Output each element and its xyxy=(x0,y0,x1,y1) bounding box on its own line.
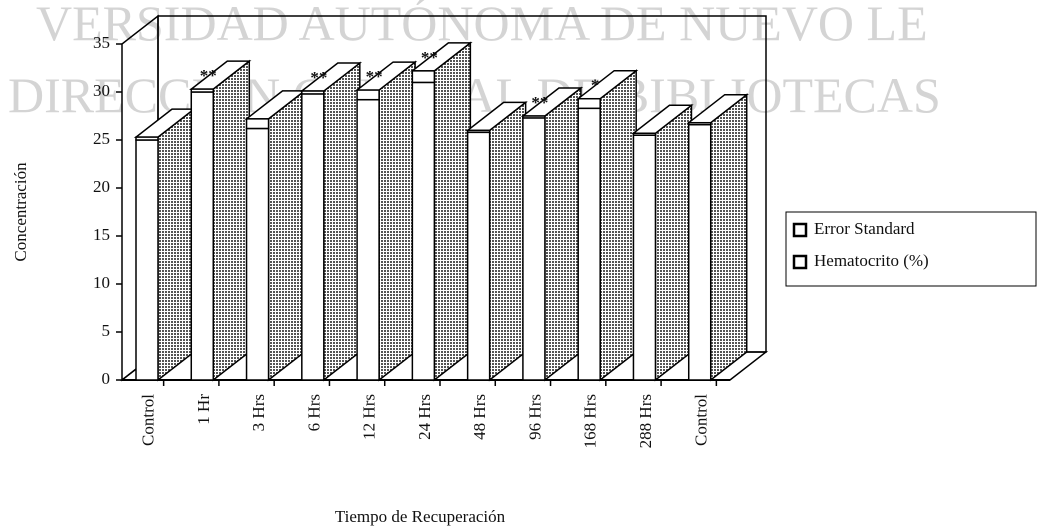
bar-side xyxy=(544,86,582,382)
bar-side xyxy=(212,59,251,382)
x-axis-label: Tiempo de Recuperación xyxy=(335,507,506,526)
bar-segment xyxy=(356,98,380,381)
bar-segment xyxy=(135,136,159,141)
significance-label: ** xyxy=(421,48,438,67)
bar-segment xyxy=(577,107,601,381)
bar-segment xyxy=(190,91,215,381)
x-tick-label: 168 Hrs xyxy=(581,394,600,448)
bar-segment xyxy=(632,134,657,381)
bar-segment xyxy=(687,123,712,381)
legend-box xyxy=(785,211,1037,287)
bar-segment xyxy=(632,132,657,136)
significance-label: ** xyxy=(366,67,383,86)
x-tick-label: 96 Hrs xyxy=(525,394,544,440)
x-tick-label: 24 Hrs xyxy=(415,394,434,440)
y-tick-label: 10 xyxy=(93,273,110,292)
x-tick-label: Control xyxy=(139,394,158,446)
legend-label: Hematocrito (%) xyxy=(814,251,929,270)
bar-segment xyxy=(522,115,546,119)
x-tick-label: Control xyxy=(691,394,710,446)
bar-segment xyxy=(190,88,215,93)
bar-segment xyxy=(411,81,436,381)
bar-side xyxy=(323,61,361,382)
significance-label: ** xyxy=(531,93,548,112)
y-tick-label: 30 xyxy=(93,81,110,100)
y-tick-label: 25 xyxy=(93,129,110,148)
watermark: VERSIDAD AUTÓNOMA DE NUEVO LE xyxy=(36,0,928,51)
x-tick-label: 12 Hrs xyxy=(360,394,379,440)
bar-side xyxy=(709,93,748,382)
bar-segment xyxy=(356,89,380,101)
y-tick-label: 15 xyxy=(93,225,110,244)
bar-side xyxy=(267,89,306,382)
bar-segment xyxy=(577,97,601,110)
bar-segment xyxy=(411,70,436,84)
legend-swatch xyxy=(792,222,808,238)
y-tick-label: 0 xyxy=(102,369,111,388)
legend-label: Error Standard xyxy=(814,219,915,238)
bar-side xyxy=(378,60,416,382)
significance-label: ** xyxy=(200,66,217,85)
bar-side xyxy=(488,100,527,382)
y-tick-label: 5 xyxy=(102,321,111,340)
bar-segment xyxy=(245,118,270,130)
significance-label: * xyxy=(591,76,600,95)
bar-segment xyxy=(135,139,159,381)
bar-side xyxy=(599,69,637,382)
x-tick-label: 48 Hrs xyxy=(470,394,489,440)
y-tick-label: 35 xyxy=(93,33,110,52)
y-axis-label: Concentración xyxy=(11,162,30,262)
x-tick-label: 288 Hrs xyxy=(636,394,655,448)
bar-segment xyxy=(466,131,491,381)
legend-swatch xyxy=(792,254,808,270)
x-tick-label: 3 Hrs xyxy=(249,394,268,431)
watermark: DIRECCIÓN GENERAL DE BIBLIOTECAS xyxy=(8,67,941,123)
bar-side xyxy=(157,107,195,382)
bar-segment xyxy=(301,90,325,95)
x-tick-label: 6 Hrs xyxy=(304,394,323,431)
bar-segment xyxy=(687,121,712,126)
bar-segment xyxy=(301,93,325,381)
significance-label: ** xyxy=(310,68,327,87)
bar-segment xyxy=(522,117,546,381)
bar-side xyxy=(654,103,693,382)
bar-segment xyxy=(466,129,491,134)
x-tick-label: 1 Hr xyxy=(194,394,213,425)
y-tick-label: 20 xyxy=(93,177,110,196)
bar-side xyxy=(433,41,472,382)
bar-segment xyxy=(245,127,270,381)
